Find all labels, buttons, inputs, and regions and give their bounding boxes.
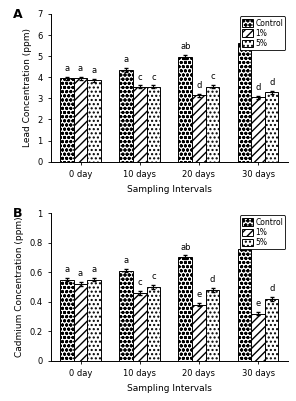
Bar bbox=[133, 87, 147, 162]
Bar bbox=[192, 305, 206, 361]
Bar bbox=[87, 279, 101, 361]
Text: a: a bbox=[64, 64, 70, 73]
Text: A: A bbox=[13, 8, 23, 21]
Y-axis label: Cadmium Concentration (ppm): Cadmium Concentration (ppm) bbox=[15, 217, 24, 357]
Text: a: a bbox=[123, 256, 129, 265]
Text: ab: ab bbox=[239, 29, 250, 38]
Text: d: d bbox=[255, 83, 261, 92]
Bar bbox=[178, 257, 192, 361]
Bar bbox=[206, 290, 219, 361]
Bar bbox=[87, 81, 101, 162]
Text: c: c bbox=[137, 278, 142, 288]
Bar bbox=[251, 314, 265, 361]
Text: b: b bbox=[242, 234, 247, 243]
Bar bbox=[147, 87, 160, 162]
Text: a: a bbox=[123, 55, 129, 64]
Text: B: B bbox=[13, 207, 22, 220]
Bar bbox=[74, 284, 87, 361]
Bar bbox=[238, 249, 251, 361]
Text: a: a bbox=[64, 265, 70, 274]
Bar bbox=[178, 57, 192, 162]
Text: ab: ab bbox=[180, 43, 191, 51]
X-axis label: Sampling Intervals: Sampling Intervals bbox=[127, 384, 212, 393]
Text: a: a bbox=[91, 66, 97, 75]
Text: d: d bbox=[269, 78, 274, 87]
Text: c: c bbox=[151, 272, 156, 282]
Text: e: e bbox=[255, 299, 261, 308]
Legend: Control, 1%, 5%: Control, 1%, 5% bbox=[240, 16, 285, 50]
Bar bbox=[119, 271, 133, 361]
Text: e: e bbox=[196, 290, 202, 299]
Text: c: c bbox=[151, 73, 156, 81]
Legend: Control, 1%, 5%: Control, 1%, 5% bbox=[240, 215, 285, 249]
Bar bbox=[265, 299, 279, 361]
Text: c: c bbox=[137, 73, 142, 81]
Bar bbox=[238, 43, 251, 162]
Text: a: a bbox=[91, 265, 97, 274]
Bar bbox=[119, 70, 133, 162]
Bar bbox=[265, 92, 279, 162]
Bar bbox=[74, 78, 87, 162]
X-axis label: Sampling Intervals: Sampling Intervals bbox=[127, 184, 212, 194]
Y-axis label: Lead Concentration (ppm): Lead Concentration (ppm) bbox=[23, 28, 32, 147]
Bar bbox=[60, 78, 74, 162]
Bar bbox=[192, 95, 206, 162]
Text: d: d bbox=[196, 81, 202, 90]
Bar bbox=[147, 287, 160, 361]
Text: c: c bbox=[210, 72, 215, 81]
Text: a: a bbox=[78, 64, 83, 73]
Text: a: a bbox=[78, 269, 83, 279]
Text: d: d bbox=[210, 275, 215, 284]
Bar bbox=[206, 87, 219, 162]
Bar bbox=[251, 97, 265, 162]
Bar bbox=[60, 279, 74, 361]
Text: d: d bbox=[269, 284, 274, 293]
Text: ab: ab bbox=[180, 243, 191, 252]
Bar bbox=[133, 293, 147, 361]
